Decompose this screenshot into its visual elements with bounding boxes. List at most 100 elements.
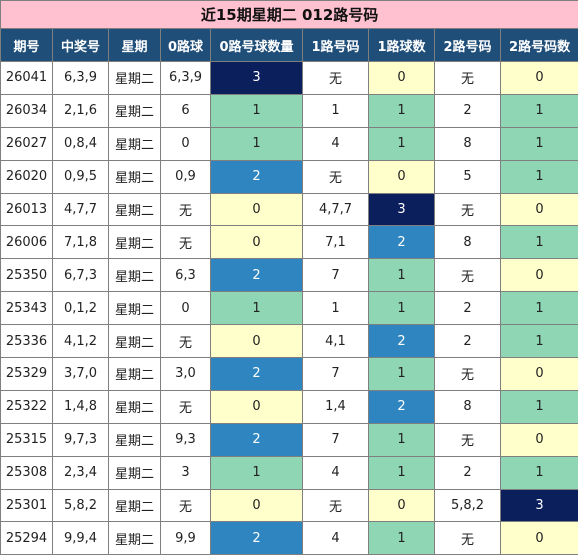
winning-number-cell: 5,8,2 bbox=[52, 488, 109, 523]
road1-numbers-cell: 7 bbox=[302, 357, 369, 391]
issue-cell: 26034 bbox=[0, 93, 53, 128]
issue-cell: 25322 bbox=[0, 389, 53, 424]
road1-count-cell: 2 bbox=[368, 389, 435, 424]
weekday-cell: 星期二 bbox=[108, 488, 161, 523]
road0-count-cell: 1 bbox=[210, 291, 303, 326]
road1-numbers-cell: 7 bbox=[302, 422, 369, 457]
road2-numbers-cell: 2 bbox=[434, 93, 501, 128]
road1-numbers-cell: 4 bbox=[302, 126, 369, 161]
road0-count-cell: 3 bbox=[210, 61, 303, 95]
table-row: 25350 6,7,3 星期二 6,3 2 7 1 无 0 bbox=[0, 258, 578, 293]
road0-balls-cell: 无 bbox=[160, 225, 211, 260]
road0-count-cell: 1 bbox=[210, 93, 303, 128]
issue-cell: 26041 bbox=[0, 61, 53, 95]
table-row: 25322 1,4,8 星期二无 0 1,4 2 8 1 bbox=[0, 389, 578, 424]
issue-cell: 25329 bbox=[0, 357, 53, 391]
weekday-cell: 星期二 bbox=[108, 159, 161, 194]
issue-cell: 25336 bbox=[0, 324, 53, 359]
table-row: 25343 0,1,2 星期二 0 1 1 1 2 1 bbox=[0, 291, 578, 326]
road2-numbers-cell: 2 bbox=[434, 455, 501, 490]
road0-balls-cell: 6 bbox=[160, 93, 211, 128]
table-row: 25329 3,7,0 星期二 3,0 2 7 1 无 0 bbox=[0, 357, 578, 391]
road0-balls-cell: 无 bbox=[160, 192, 211, 227]
road0-count-cell: 1 bbox=[210, 126, 303, 161]
winning-number-cell: 6,3,9 bbox=[52, 61, 109, 95]
road2-numbers-cell: 5 bbox=[434, 159, 501, 194]
weekday-cell: 星期二 bbox=[108, 192, 161, 227]
road2-numbers-cell: 2 bbox=[434, 291, 501, 326]
winning-number-cell: 6,7,3 bbox=[52, 258, 109, 293]
road1-numbers-cell: 4 bbox=[302, 521, 369, 556]
table-row: 26041 6,3,9 星期二 6,3,9 3 无 0 无 0 bbox=[0, 61, 578, 95]
weekday-cell: 星期二 bbox=[108, 422, 161, 457]
road1-numbers-cell: 1 bbox=[302, 93, 369, 128]
road1-count-cell: 3 bbox=[368, 192, 435, 227]
weekday-cell: 星期二 bbox=[108, 455, 161, 490]
winning-number-cell: 3,7,0 bbox=[52, 357, 109, 391]
road2-count-cell: 1 bbox=[499, 324, 578, 359]
issue-cell: 25315 bbox=[0, 422, 53, 457]
road2-count-cell: 1 bbox=[499, 126, 578, 161]
table-row: 25301 5,8,2 星期二无 0 无 0 5,8,2 3 bbox=[0, 488, 578, 523]
road0-balls-cell: 3 bbox=[160, 455, 211, 490]
winning-number-cell: 9,7,3 bbox=[52, 422, 109, 457]
issue-cell: 26020 bbox=[0, 159, 53, 194]
road0-count-cell: 1 bbox=[210, 455, 303, 490]
road1-numbers-cell: 无 bbox=[302, 159, 369, 194]
road2-numbers-cell: 无 bbox=[434, 422, 501, 457]
winning-number-cell: 2,1,6 bbox=[52, 93, 109, 128]
road2-count-cell: 1 bbox=[499, 93, 578, 128]
winning-number-cell: 2,3,4 bbox=[52, 455, 109, 490]
weekday-cell: 星期二 bbox=[108, 521, 161, 556]
road2-count-cell: 1 bbox=[499, 225, 578, 260]
weekday-cell: 星期二 bbox=[108, 93, 161, 128]
road2-numbers-cell: 8 bbox=[434, 225, 501, 260]
table-row: 26027 0,8,4 星期二 0 1 4 1 8 1 bbox=[0, 126, 578, 161]
road0-count-cell: 2 bbox=[210, 159, 303, 194]
road0-balls-cell: 3,0 bbox=[160, 357, 211, 391]
road1-numbers-cell: 1 bbox=[302, 291, 369, 326]
road2-count-cell: 0 bbox=[499, 422, 578, 457]
road0-balls-cell: 0,9 bbox=[160, 159, 211, 194]
weekday-cell: 星期二 bbox=[108, 225, 161, 260]
road0-count-cell: 0 bbox=[210, 192, 303, 227]
road1-count-cell: 2 bbox=[368, 324, 435, 359]
road2-count-cell: 1 bbox=[499, 455, 578, 490]
road0-count-cell: 0 bbox=[210, 488, 303, 523]
road1-count-cell: 1 bbox=[368, 93, 435, 128]
col-header-weekday: 星期 bbox=[108, 28, 161, 62]
road1-numbers-cell: 1,4 bbox=[302, 389, 369, 424]
col-header-road2-numbers: 2路号码 bbox=[434, 28, 501, 62]
header-row: 期号 中奖号 星期 0路球 0路号球数量 1路号码 1路球数 2路号码 2路号码… bbox=[0, 28, 578, 62]
road2-count-cell: 0 bbox=[499, 357, 578, 391]
issue-cell: 25350 bbox=[0, 258, 53, 293]
table-row: 26020 0,9,5 星期二 0,9 2 无 0 5 1 bbox=[0, 159, 578, 194]
table-row: 25315 9,7,3 星期二 9,3 2 7 1 无 0 bbox=[0, 422, 578, 457]
weekday-cell: 星期二 bbox=[108, 389, 161, 424]
road2-numbers-cell: 5,8,2 bbox=[434, 488, 501, 523]
col-header-road1-numbers: 1路号码 bbox=[302, 28, 369, 62]
table-row: 25308 2,3,4 星期二 3 1 4 1 2 1 bbox=[0, 455, 578, 490]
col-header-issue: 期号 bbox=[0, 28, 53, 62]
issue-cell: 26006 bbox=[0, 225, 53, 260]
road2-count-cell: 1 bbox=[499, 389, 578, 424]
table-row: 25336 4,1,2 星期二无 0 4,1 2 2 1 bbox=[0, 324, 578, 359]
col-header-winning-number: 中奖号 bbox=[52, 28, 109, 62]
weekday-cell: 星期二 bbox=[108, 258, 161, 293]
road0-balls-cell: 6,3,9 bbox=[160, 61, 211, 95]
issue-cell: 25294 bbox=[0, 521, 53, 556]
winning-number-cell: 1,4,8 bbox=[52, 389, 109, 424]
road1-count-cell: 1 bbox=[368, 357, 435, 391]
road2-count-cell: 1 bbox=[499, 291, 578, 326]
road2-count-cell: 0 bbox=[499, 521, 578, 556]
road1-count-cell: 1 bbox=[368, 521, 435, 556]
winning-number-cell: 9,9,4 bbox=[52, 521, 109, 556]
table-row: 25294 9,9,4 星期二 9,9 2 4 1 无 0 bbox=[0, 521, 578, 556]
issue-cell: 26013 bbox=[0, 192, 53, 227]
col-header-road0-balls: 0路球 bbox=[160, 28, 211, 62]
road1-numbers-cell: 4 bbox=[302, 455, 369, 490]
road2-numbers-cell: 无 bbox=[434, 357, 501, 391]
road2-numbers-cell: 8 bbox=[434, 126, 501, 161]
winning-number-cell: 4,1,2 bbox=[52, 324, 109, 359]
